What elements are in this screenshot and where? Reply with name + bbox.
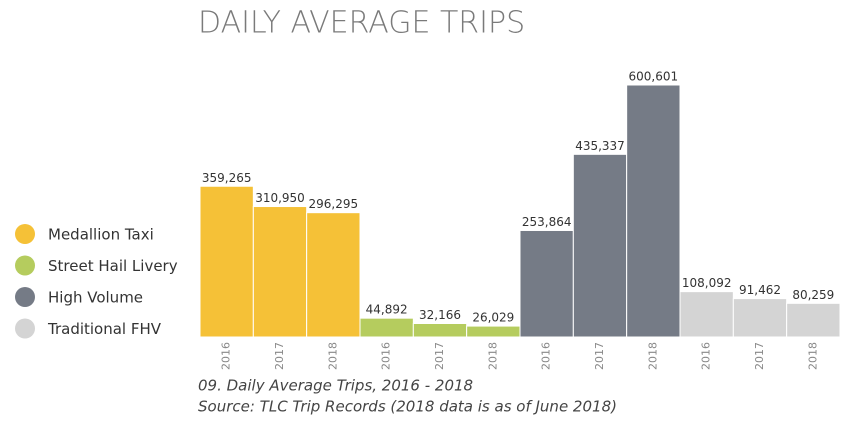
value-label: 26,029 bbox=[472, 311, 514, 325]
bar bbox=[679, 291, 734, 338]
x-tick-label: 2018 bbox=[486, 342, 499, 370]
x-tick-label: 2017 bbox=[433, 342, 446, 370]
x-tick-label: 2018 bbox=[806, 342, 819, 370]
bar bbox=[466, 325, 521, 338]
value-label: 435,337 bbox=[575, 139, 625, 153]
x-tick-label: 2018 bbox=[646, 342, 659, 370]
bar bbox=[252, 206, 308, 338]
bar bbox=[412, 323, 468, 338]
bar bbox=[572, 153, 628, 338]
caption: 09. Daily Average Trips, 2016 - 2018 bbox=[198, 377, 473, 395]
legend-marker bbox=[15, 224, 35, 244]
value-label: 32,166 bbox=[419, 308, 461, 322]
x-tick-label: 2018 bbox=[326, 342, 339, 370]
bar bbox=[626, 84, 681, 338]
x-tick-label: 2017 bbox=[593, 342, 606, 370]
x-tick-label: 2017 bbox=[753, 342, 766, 370]
value-label: 310,950 bbox=[255, 191, 305, 205]
value-label: 253,864 bbox=[522, 215, 572, 229]
value-label: 80,259 bbox=[792, 288, 834, 302]
x-tick-label: 2016 bbox=[220, 342, 233, 370]
legend-marker bbox=[15, 287, 35, 307]
value-label: 44,892 bbox=[366, 303, 408, 317]
value-label: 108,092 bbox=[682, 276, 732, 290]
bar bbox=[732, 298, 788, 338]
bar bbox=[786, 302, 841, 338]
legend-label: Medallion Taxi bbox=[48, 226, 154, 244]
value-label: 296,295 bbox=[309, 197, 359, 211]
legend-marker bbox=[15, 255, 35, 276]
bar bbox=[359, 317, 414, 338]
value-label: 359,265 bbox=[202, 171, 252, 185]
value-label: 91,462 bbox=[739, 283, 781, 297]
bar bbox=[519, 229, 574, 338]
x-tick-label: 2017 bbox=[273, 342, 286, 370]
x-tick-label: 2016 bbox=[540, 342, 553, 370]
chart-title: DAILY AVERAGE TRIPS bbox=[198, 6, 525, 41]
bar bbox=[199, 185, 254, 338]
x-tick-label: 2016 bbox=[700, 342, 713, 370]
legend-label: Traditional FHV bbox=[47, 320, 162, 338]
legend-label: High Volume bbox=[48, 289, 143, 307]
legend-marker bbox=[15, 318, 35, 339]
x-tick-label: 2016 bbox=[380, 342, 393, 370]
source: Source: TLC Trip Records (2018 data is a… bbox=[198, 398, 617, 416]
legend-label: Street Hail Livery bbox=[48, 257, 178, 275]
value-label: 600,601 bbox=[629, 70, 679, 84]
bar bbox=[306, 212, 361, 338]
